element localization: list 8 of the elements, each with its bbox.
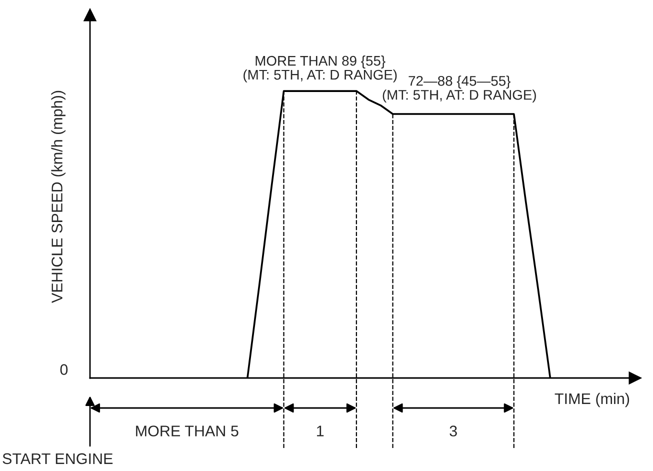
text: 1 (317, 426, 324, 436)
text: START ENGINE (2, 453, 113, 464)
text: 3 (450, 426, 457, 436)
y-axis-title: VEHICLE SPEED (km/h (mph)) (51, 90, 66, 303)
text: MORE THAN 89 {55} (MT: 5TH, AT: D RANGE) (244, 56, 397, 82)
text: 0 (60, 364, 68, 375)
text: MORE THAN 5 (136, 426, 238, 436)
x-axis-title: TIME (min) (554, 392, 630, 408)
